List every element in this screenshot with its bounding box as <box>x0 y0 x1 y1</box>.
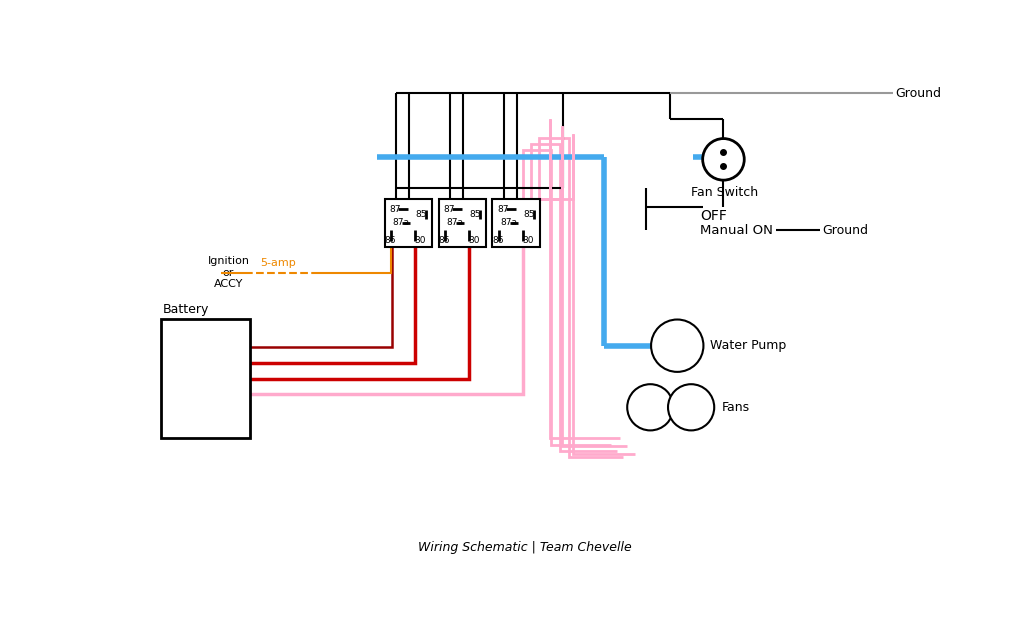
Bar <box>385 199 432 247</box>
Text: 30: 30 <box>522 236 534 244</box>
Circle shape <box>702 138 744 180</box>
Text: 86: 86 <box>438 236 450 244</box>
Text: 30 amp: 30 amp <box>186 389 226 399</box>
Text: 30: 30 <box>415 236 426 244</box>
Text: 86: 86 <box>493 236 504 244</box>
Circle shape <box>668 384 714 431</box>
Text: 86: 86 <box>384 236 396 244</box>
Bar <box>493 199 541 247</box>
Text: Battery: Battery <box>163 303 209 316</box>
Text: 87: 87 <box>497 205 509 214</box>
Text: Fans: Fans <box>722 401 750 414</box>
Text: 85: 85 <box>523 210 536 219</box>
Text: Ignition
or
ACCY: Ignition or ACCY <box>208 256 250 289</box>
Text: 5-amp: 5-amp <box>186 342 220 352</box>
Text: 30 amp: 30 amp <box>186 374 226 384</box>
Text: Manual ON: Manual ON <box>700 224 773 237</box>
Text: 87: 87 <box>389 205 400 214</box>
Circle shape <box>651 319 703 372</box>
Text: 87a: 87a <box>392 218 410 227</box>
Text: Water Pump: Water Pump <box>710 339 785 352</box>
Text: Fan Switch: Fan Switch <box>691 186 759 199</box>
Text: Ground: Ground <box>822 224 868 237</box>
Text: 30: 30 <box>468 236 479 244</box>
Text: Wiring Schematic | Team Chevelle: Wiring Schematic | Team Chevelle <box>418 540 632 554</box>
Bar <box>162 319 250 438</box>
Text: 30 amp: 30 amp <box>186 358 226 368</box>
Text: 87a: 87a <box>500 218 517 227</box>
Text: OFF: OFF <box>700 210 727 224</box>
Text: 87a: 87a <box>446 218 463 227</box>
Text: 85: 85 <box>416 210 427 219</box>
Text: 5-amp: 5-amp <box>260 258 296 268</box>
Text: 87: 87 <box>443 205 455 214</box>
Bar <box>438 199 486 247</box>
Circle shape <box>628 384 674 431</box>
Text: Ground: Ground <box>895 86 941 100</box>
Text: 85: 85 <box>470 210 481 219</box>
